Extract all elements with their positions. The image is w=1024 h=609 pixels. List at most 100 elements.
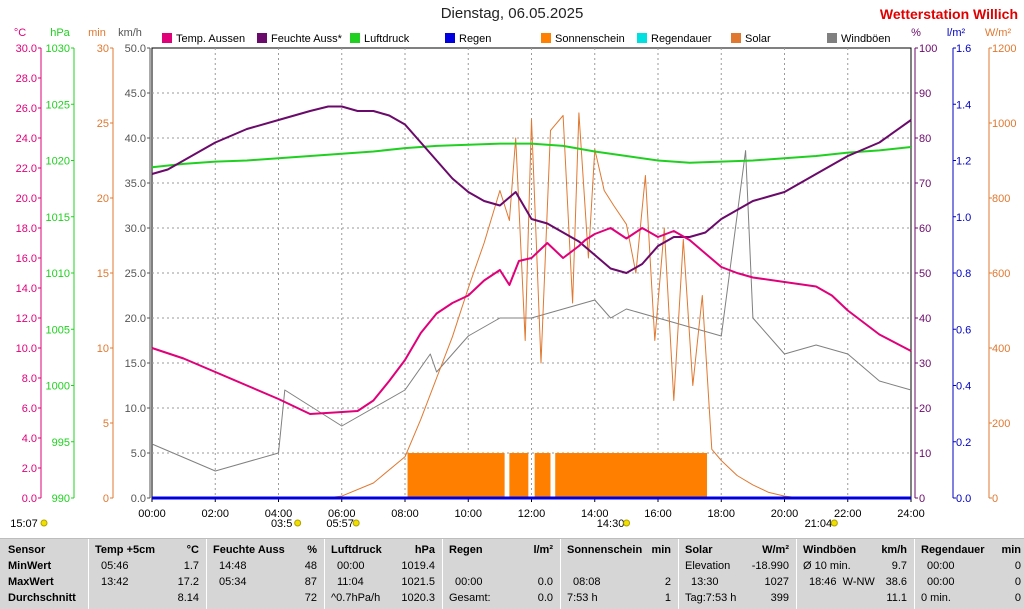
- time-marker-dot: [623, 519, 631, 527]
- x-tick-label: 06:00: [328, 508, 356, 520]
- stats-time: 13:42: [101, 576, 129, 588]
- stats-header: Sonnenschein: [567, 544, 643, 556]
- stats-time: 00:00: [455, 576, 483, 588]
- legend-label: Temp. Aussen: [176, 33, 245, 45]
- stats-table: Sensor MinWert MaxWert Durchschnitt Temp…: [0, 538, 1024, 609]
- tick-label-minutes: 0: [103, 493, 109, 505]
- stats-value: 0.0: [537, 576, 553, 588]
- legend-swatch: [827, 33, 837, 43]
- tick-label-solar: 1000: [992, 118, 1016, 130]
- legend-swatch: [257, 33, 267, 43]
- sunshine-bar: [509, 453, 529, 498]
- tick-label-humidity: 90: [919, 88, 931, 100]
- stats-time: Tag:7:53 h: [685, 592, 737, 604]
- stats-value: 1019.4: [401, 560, 435, 572]
- stats-unit: km/h: [881, 544, 907, 556]
- tick-label-temp: 26.0: [16, 103, 37, 115]
- tick-label-wind: 25.0: [125, 268, 146, 280]
- stats-value: 2: [664, 576, 671, 588]
- legend-swatch: [162, 33, 172, 43]
- stats-unit: °C: [186, 544, 199, 556]
- stats-time: 18:46 W-NW: [809, 576, 875, 588]
- tick-label-temp: 20.0: [16, 193, 37, 205]
- time-marker-label: 21:04: [805, 518, 833, 530]
- tick-label-rain: 0.0: [956, 493, 971, 505]
- tick-label-temp: 22.0: [16, 163, 37, 175]
- tick-label-temp: 12.0: [16, 313, 37, 325]
- tick-label-humidity: 50: [919, 268, 931, 280]
- tick-label-solar: 400: [992, 343, 1010, 355]
- stats-time: Elevation: [685, 560, 731, 572]
- tick-label-wind: 0.0: [131, 493, 146, 505]
- stats-value: 87: [304, 576, 317, 588]
- unit-label-minutes: min: [88, 27, 106, 39]
- tick-label-temp: 18.0: [16, 223, 37, 235]
- tick-label-humidity: 60: [919, 223, 931, 235]
- stats-time: 13:30: [691, 576, 719, 588]
- tick-label-wind: 50.0: [125, 43, 146, 55]
- tick-label-solar: 200: [992, 418, 1010, 430]
- tick-label-wind: 40.0: [125, 133, 146, 145]
- stats-time: 08:08: [573, 576, 601, 588]
- tick-label-rain: 0.8: [956, 268, 971, 280]
- series-line-feuchte-auss-: [151, 105, 912, 274]
- x-tick-label: 00:00: [138, 508, 166, 520]
- time-marker-dot: [352, 519, 360, 527]
- tick-label-pressure: 1000: [46, 381, 70, 393]
- x-tick-label: 16:00: [644, 508, 672, 520]
- stats-col-raindur: Regendauer min 00:00 0 00:00 0 0 min. 0: [914, 539, 1024, 609]
- stats-col-sensor: Sensor MinWert MaxWert Durchschnitt: [0, 539, 86, 609]
- unit-label-rain: l/m²: [947, 27, 966, 39]
- station-brand: Wetterstation Willich: [879, 6, 1018, 22]
- legend-swatch: [350, 33, 360, 43]
- tick-label-temp: 30.0: [16, 43, 37, 55]
- stats-col-solar: Solar W/m² Elevation -18.990 13:30 1027 …: [678, 539, 795, 609]
- stats-time: 00:00: [927, 576, 955, 588]
- tick-label-temp: 14.0: [16, 283, 37, 295]
- tick-label-wind: 15.0: [125, 358, 146, 370]
- tick-label-wind: 5.0: [131, 448, 146, 460]
- time-marker-label: 05:57: [326, 518, 354, 530]
- stats-time: 11:04: [337, 576, 364, 588]
- tick-label-humidity: 40: [919, 313, 931, 325]
- stats-value: -18.990: [751, 560, 789, 572]
- stats-header: Feuchte Auss: [213, 544, 285, 556]
- tick-label-pressure: 990: [52, 493, 70, 505]
- tick-label-temp: 4.0: [22, 433, 37, 445]
- stats-value: 48: [304, 560, 317, 572]
- stats-value: 9.7: [891, 560, 907, 572]
- x-tick-label: 24:00: [897, 508, 925, 520]
- stats-value: 8.14: [177, 592, 199, 604]
- time-marker-dot: [294, 519, 302, 527]
- x-tick-label: 10:00: [454, 508, 482, 520]
- legend-label: Sonnenschein: [555, 33, 625, 45]
- tick-label-humidity: 20: [919, 403, 931, 415]
- tick-label-pressure: 1025: [46, 99, 70, 111]
- tick-label-temp: 16.0: [16, 253, 37, 265]
- stats-value: 1027: [764, 576, 789, 588]
- x-tick-label: 08:00: [391, 508, 419, 520]
- time-marker-dot: [40, 519, 48, 527]
- stats-col-sunshine: Sonnenschein min 08:08 2 7:53 h 1: [560, 539, 677, 609]
- stats-value: 0.0: [537, 592, 553, 604]
- time-marker-label: 03:5: [271, 518, 292, 530]
- tick-label-humidity: 30: [919, 358, 931, 370]
- stats-col-rain: Regen l/m² 00:00 0.0 Gesamt: 0.0: [442, 539, 559, 609]
- unit-label-wind: km/h: [118, 27, 142, 39]
- unit-label-pressure: hPa: [50, 27, 70, 39]
- tick-label-wind: 35.0: [125, 178, 146, 190]
- stats-value: 1020.3: [401, 592, 435, 604]
- tick-label-wind: 45.0: [125, 88, 146, 100]
- tick-label-pressure: 1030: [46, 43, 70, 55]
- tick-label-temp: 10.0: [16, 343, 37, 355]
- stats-unit: %: [307, 544, 317, 556]
- legend-label: Feuchte Auss*: [271, 33, 343, 45]
- stats-header: Luftdruck: [331, 544, 382, 556]
- tick-label-wind: 30.0: [125, 223, 146, 235]
- stats-time: 00:00: [927, 560, 955, 572]
- stats-row-label: MinWert: [8, 560, 52, 572]
- x-tick-label: 04:00: [265, 508, 293, 520]
- legend-label: Regendauer: [651, 33, 712, 45]
- tick-label-humidity: 80: [919, 133, 931, 145]
- legend-label: Solar: [745, 33, 771, 45]
